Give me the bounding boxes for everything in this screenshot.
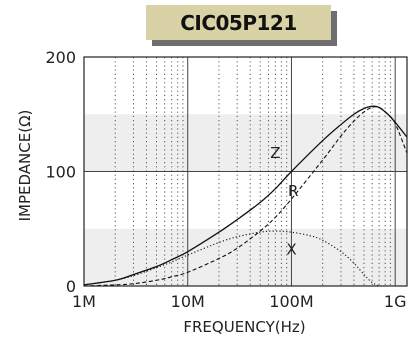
grid-lines	[84, 57, 407, 286]
y-tick-label: 0	[66, 277, 76, 296]
tick-labels: 1M 10M 100M 1G 0 100 200	[45, 48, 406, 311]
plot-frame	[83, 56, 408, 287]
series-label-r: R	[288, 182, 298, 200]
series-label-x: X	[286, 240, 296, 258]
series-label-z: Z	[270, 144, 280, 162]
x-tick-label: 1M	[72, 292, 96, 311]
chart-title: CIC05P121	[146, 5, 331, 40]
y-axis-label: IMPEDANCE(Ω)	[16, 110, 34, 222]
x-tick-label: 100M	[269, 292, 313, 311]
x-tick-label: 10M	[171, 292, 205, 311]
series-r-curve	[83, 106, 408, 287]
shaded-bands	[84, 114, 407, 286]
series-labels: Z R X	[270, 144, 298, 258]
curves	[83, 105, 408, 287]
shaded-band	[84, 228, 407, 286]
shaded-band	[84, 114, 407, 172]
y-tick-label: 200	[45, 48, 76, 67]
series-z-curve	[83, 105, 408, 286]
x-axis-label: FREQUENCY(Hz)	[183, 318, 305, 336]
x-tick-label: 1G	[384, 292, 407, 311]
y-tick-label: 100	[45, 163, 76, 182]
